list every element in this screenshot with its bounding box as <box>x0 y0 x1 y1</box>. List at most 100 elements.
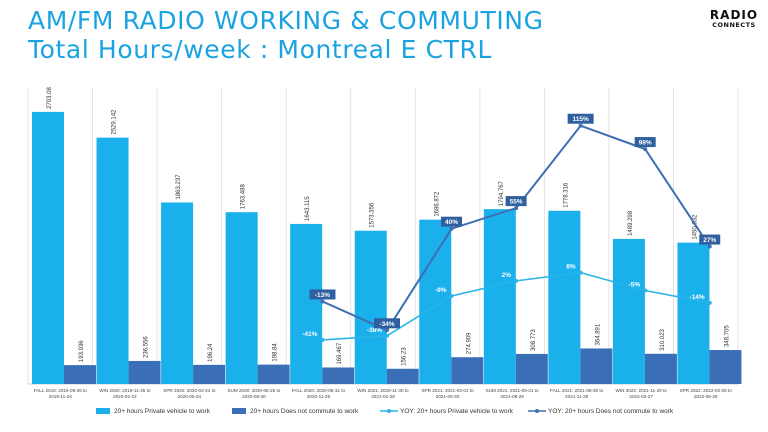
bar-value-label: 2793.08 <box>47 87 53 109</box>
yoy-data-label: 40% <box>445 219 458 226</box>
yoy-point <box>578 270 583 275</box>
yoy-point <box>707 300 712 305</box>
legend-swatch-marker <box>535 409 539 413</box>
yoy-point <box>643 288 648 293</box>
category-label: WIN 2020: 2019-11-25 to 2020-02-23 <box>99 388 151 399</box>
yoy-point <box>643 147 648 152</box>
title-line-2: Total Hours/week : Montreal E CTRL <box>28 35 493 64</box>
bar-no-commute <box>386 368 419 384</box>
yoy-data-label: 8% <box>566 264 576 271</box>
legend-swatch <box>96 408 110 414</box>
legend-swatch-marker <box>387 409 391 413</box>
logo-word: RADIO <box>709 8 759 22</box>
category-label-line: WIN 2020: 2019-11-25 to <box>99 388 151 393</box>
category-label-line: 2020-05-24 <box>178 394 202 399</box>
yoy-point <box>707 244 712 249</box>
yoy-point <box>320 337 325 342</box>
category-label-line: WIN 2022: 2021-11-29 to <box>616 388 668 393</box>
bar-private-vehicle <box>354 230 387 384</box>
yoy-label-box <box>699 234 721 245</box>
bar-value-label: 1763.488 <box>241 184 247 210</box>
category-label-line: FALL 2021: 2021-08-30 to <box>550 388 604 393</box>
yoy-point <box>320 299 325 304</box>
yoy-label-box <box>634 137 656 148</box>
bar-value-label: 193.936 <box>79 340 85 362</box>
category-label-line: SPR 2020: 2020-02-24 to <box>163 388 216 393</box>
yoy-data-label: -14% <box>690 294 705 301</box>
legend-label: YOY: 20+ hours Does not commute to work <box>548 408 674 415</box>
bar-value-label: 274.909 <box>466 332 472 354</box>
yoy-data-label: -9% <box>435 287 447 294</box>
bar-no-commute <box>128 360 161 384</box>
category-label-line: SPR 2022: 2022-02-28 to <box>680 388 733 393</box>
bar-private-vehicle <box>677 242 710 384</box>
yoy-point <box>514 206 519 211</box>
yoy-label-box <box>441 216 463 227</box>
bar-no-commute <box>515 353 548 384</box>
category-label: WIN 2022: 2021-11-29 to 2022-02-27 <box>616 388 668 399</box>
bar-value-label: 1643.115 <box>305 196 311 221</box>
yoy-data-label: -13% <box>315 292 330 299</box>
yoy-data-label: 98% <box>639 140 652 147</box>
bar-private-vehicle <box>32 111 64 384</box>
bar-value-label: 1686.872 <box>434 191 440 217</box>
yoy-label-box <box>374 318 400 329</box>
category-label-line: 2020-11-29 <box>307 394 331 399</box>
yoy-point <box>514 278 519 283</box>
bar-no-commute <box>644 353 677 384</box>
bar-value-label: 348.705 <box>724 325 730 347</box>
bar-value-label: 1778.316 <box>563 182 569 208</box>
bar-value-label: 1863.237 <box>176 174 182 200</box>
chart-title: AM/FM RADIO WORKING & COMMUTING Total Ho… <box>28 6 544 64</box>
bar-no-commute <box>451 357 484 384</box>
category-label-line: 2022-05-29 <box>694 394 718 399</box>
category-label-line: 2019-11-24 <box>49 394 73 399</box>
bar-private-vehicle <box>96 137 129 384</box>
category-label: FALL 2021: 2021-08-30 to 2021-11-28 <box>550 388 604 399</box>
category-label-line: 2020-02-23 <box>113 394 137 399</box>
yoy-point <box>449 226 454 231</box>
logo-subword: CONNECTS <box>712 21 756 29</box>
bar-private-vehicle <box>612 238 645 384</box>
bar-private-vehicle <box>290 223 323 384</box>
category-label: SPR 2021: 2021-03-01 to 2021-05-30 <box>421 388 474 399</box>
category-label-line: 2021-02-28 <box>371 394 395 399</box>
bar-private-vehicle <box>483 209 516 384</box>
yoy-data-label: 55% <box>510 199 523 206</box>
category-label-line: 2022-02-27 <box>629 394 653 399</box>
bar-value-label: 1450.632 <box>692 214 698 240</box>
bar-no-commute <box>322 367 355 384</box>
bar-value-label: 1573.356 <box>370 202 376 228</box>
yoy-point <box>578 123 583 128</box>
category-label-line: SPR 2021: 2021-03-01 to <box>421 388 474 393</box>
category-label-line: WIN 2021: 2020-11-30 to <box>357 388 409 393</box>
category-label: SPR 2022: 2022-02-28 to 2022-05-29 <box>680 388 733 399</box>
bar-no-commute <box>580 348 613 384</box>
category-label-line: 2021-11-28 <box>565 394 589 399</box>
yoy-data-label: 27% <box>703 237 716 244</box>
category-label: SPR 2020: 2020-02-24 to 2020-05-24 <box>163 388 216 399</box>
yoy-data-label: 115% <box>572 116 588 123</box>
bar-value-label: 364.891 <box>595 323 601 345</box>
bar-private-vehicle <box>161 202 194 384</box>
radio-connects-logo: RADIO CONNECTS <box>708 8 760 29</box>
yoy-data-label: -34% <box>379 321 394 328</box>
bar-private-vehicle <box>419 219 452 384</box>
legend-label: 20+ hours Does not commute to work <box>250 408 359 415</box>
category-label-line: SUM 2020: 2020-05-25 to <box>227 388 280 393</box>
title-line-1: AM/FM RADIO WORKING & COMMUTING <box>28 6 544 35</box>
category-label-line: 2021-08-29 <box>500 394 524 399</box>
legend-label: YOY: 20+ hours Private vehicle to work <box>400 408 514 415</box>
yoy-data-label: -38% <box>367 327 382 334</box>
yoy-point <box>385 333 389 338</box>
bar-value-label: 2529.142 <box>112 109 118 135</box>
category-label: WIN 2021: 2020-11-30 to 2021-02-28 <box>357 388 409 399</box>
bar-value-label: 1489.298 <box>628 210 634 236</box>
bar-value-label: 169.467 <box>337 342 343 364</box>
yoy-point <box>449 293 454 298</box>
category-label: SUM 2020: 2020-05-25 to 2020-08-30 <box>227 388 280 399</box>
yoy-data-label: 2% <box>502 272 512 279</box>
category-label: FALL 2019: 2019-09-26 to 2019-11-24 <box>34 388 88 399</box>
bar-no-commute <box>193 364 226 384</box>
category-label-line: FALL 2020: 2020-08-31 to <box>292 388 346 393</box>
